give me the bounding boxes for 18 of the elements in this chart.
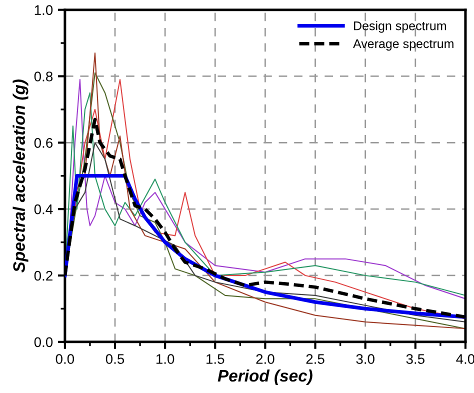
x-axis-title: Period (sec) [218,369,312,385]
legend-label: Design spectrum [354,21,446,33]
y-tick-label: 0.4 [34,204,53,214]
x-tick-label: 3.0 [356,354,374,364]
x-tick-label: 2.5 [306,354,324,364]
x-tick-label: 0.5 [106,354,124,364]
y-tick-label: 0.8 [34,72,53,82]
y-tick-label: 0.6 [34,138,53,148]
y-axis-title: Spectral acceleration (g) [12,80,28,272]
x-tick-label: 0.0 [56,354,74,364]
legend-label: Average spectrum [353,39,454,51]
x-tick-label: 2.0 [256,354,274,364]
y-tick-label: 1.0 [34,5,53,15]
y-tick-label: 0.0 [34,337,53,348]
x-tick-label: 3.5 [406,354,424,364]
y-tick-label: 0.2 [34,270,52,281]
x-tick-label: 1.5 [206,354,224,364]
x-tick-label: 1.0 [156,354,174,364]
